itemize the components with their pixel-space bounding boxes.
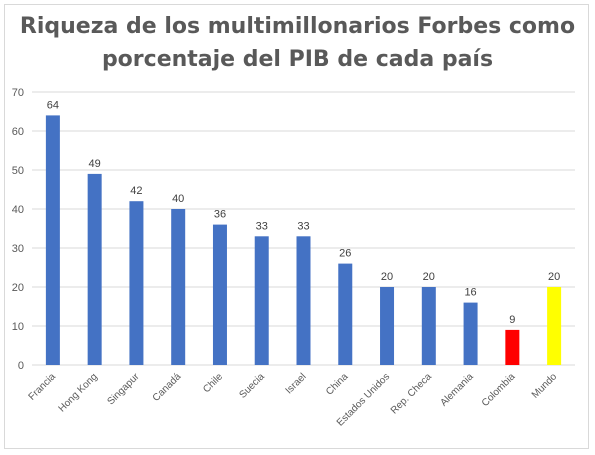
data-label: 20 [423, 271, 435, 283]
data-label: 9 [509, 314, 515, 326]
bar [87, 173, 102, 365]
data-label: 33 [297, 220, 309, 232]
data-label: 36 [214, 209, 226, 221]
y-tick-label: 30 [12, 243, 24, 255]
y-tick-label: 60 [12, 126, 24, 138]
data-label: 33 [256, 220, 268, 232]
data-label: 49 [89, 158, 101, 170]
bar [254, 236, 269, 365]
x-tick-label: Hong Kong [57, 371, 100, 414]
bar [505, 329, 520, 365]
y-tick-label: 50 [12, 165, 24, 177]
y-tick-label: 40 [12, 204, 24, 216]
x-tick-label: Colombia [480, 371, 518, 409]
data-label: 16 [464, 287, 476, 299]
y-tick-label: 0 [18, 360, 24, 372]
y-tick-label: 20 [12, 282, 24, 294]
bar [45, 115, 60, 366]
data-label: 20 [381, 271, 393, 283]
data-label: 20 [548, 271, 560, 283]
x-tick-label: China [324, 371, 351, 398]
bar [547, 287, 562, 365]
bar [338, 263, 353, 365]
data-label: 64 [47, 99, 59, 111]
data-label: 26 [339, 248, 351, 260]
x-tick-label: Chile [201, 371, 225, 395]
x-tick-label: Suecia [237, 371, 267, 401]
y-axis: 0 10 20 30 40 50 60 70 [12, 87, 24, 372]
x-tick-label: Francia [27, 371, 59, 403]
x-tick-label: Mundo [530, 371, 560, 401]
bar [296, 236, 311, 365]
x-tick-label: Alemania [438, 371, 476, 409]
x-tick-label: Singapur [105, 371, 142, 408]
data-label: 42 [130, 185, 142, 197]
bar [129, 201, 144, 365]
data-label: 40 [172, 193, 184, 205]
bar [212, 224, 227, 365]
y-tick-label: 70 [12, 87, 24, 99]
bar [380, 287, 395, 365]
bar [421, 287, 436, 365]
x-tick-label: Canadá [151, 371, 184, 404]
chart-title: Riqueza de los multimillonarios Forbes c… [19, 14, 576, 72]
y-tick-label: 10 [12, 321, 24, 333]
x-tick-label: Israel [284, 371, 309, 396]
x-tick-label: Rep. Checa [389, 371, 434, 416]
bar [171, 209, 186, 365]
bar [463, 302, 478, 365]
bars [45, 115, 562, 366]
data-labels: 64 49 42 40 36 33 33 26 20 20 16 9 20 [47, 99, 560, 326]
